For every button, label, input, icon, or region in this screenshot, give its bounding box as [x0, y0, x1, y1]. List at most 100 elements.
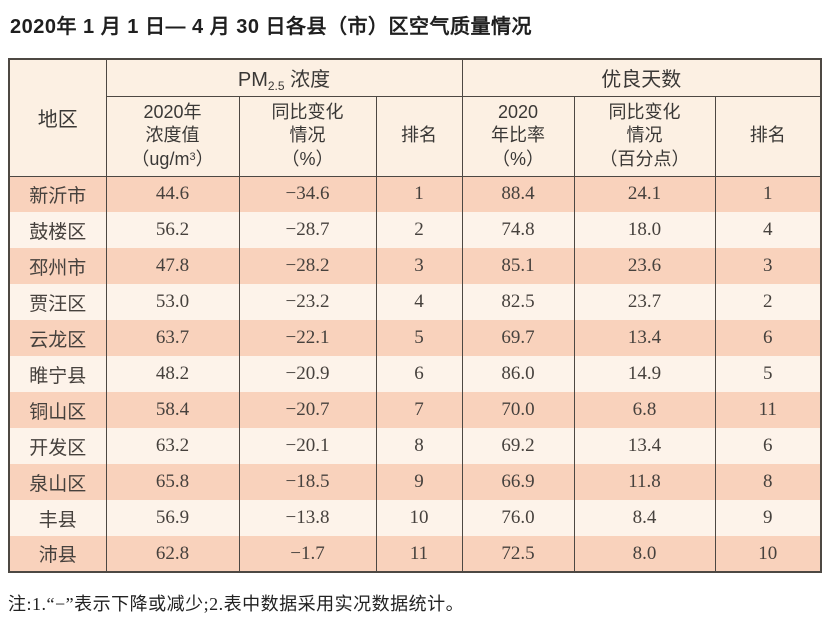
cell-pm-value: 63.7 [105, 320, 240, 356]
cell-region: 贾汪区 [8, 284, 107, 320]
cell-pm-rank: 6 [375, 356, 463, 392]
table-body: 新沂市 44.6 −34.6 1 88.4 24.1 1 鼓楼区 56.2 −2… [8, 176, 822, 572]
cell-days-ratio: 76.0 [461, 500, 575, 536]
table-row: 贾汪区 53.0 −23.2 4 82.5 23.7 2 [8, 284, 822, 320]
cell-pm-value: 53.0 [105, 284, 240, 320]
cell-days-change: 11.8 [573, 464, 716, 500]
cell-days-ratio: 72.5 [461, 536, 575, 572]
table-row: 开发区 63.2 −20.1 8 69.2 13.4 6 [8, 428, 822, 464]
cell-days-change: 23.6 [573, 248, 716, 284]
cell-pm-value: 48.2 [105, 356, 240, 392]
cell-region: 鼓楼区 [8, 212, 107, 248]
table-row: 泉山区 65.8 −18.5 9 66.9 11.8 8 [8, 464, 822, 500]
cell-pm-change: −34.6 [238, 176, 377, 212]
cell-pm-value: 65.8 [105, 464, 240, 500]
cell-days-rank: 3 [714, 248, 822, 284]
cell-days-rank: 6 [714, 428, 822, 464]
cell-pm-change: −28.7 [238, 212, 377, 248]
cell-days-change: 23.7 [573, 284, 716, 320]
cell-days-ratio: 74.8 [461, 212, 575, 248]
cell-days-ratio: 69.7 [461, 320, 575, 356]
header-pm-change: 同比变化 情况 （%） [238, 95, 377, 177]
cell-pm-value: 44.6 [105, 176, 240, 212]
cell-days-rank: 11 [714, 392, 822, 428]
cell-days-rank: 6 [714, 320, 822, 356]
cell-pm-value: 63.2 [105, 428, 240, 464]
cell-pm-change: −20.1 [238, 428, 377, 464]
cell-days-change: 8.0 [573, 536, 716, 572]
cell-pm-rank: 4 [375, 284, 463, 320]
cubic-superscript: 3 [189, 150, 196, 163]
header-pm-value: 2020年 浓度值 （ug/m3） [105, 95, 240, 177]
table-row: 鼓楼区 56.2 −28.7 2 74.8 18.0 4 [8, 212, 822, 248]
cell-pm-change: −28.2 [238, 248, 377, 284]
cell-days-change: 13.4 [573, 428, 716, 464]
table-row: 丰县 56.9 −13.8 10 76.0 8.4 9 [8, 500, 822, 536]
cell-pm-change: −13.8 [238, 500, 377, 536]
cell-region: 丰县 [8, 500, 107, 536]
cell-days-ratio: 66.9 [461, 464, 575, 500]
cell-region: 铜山区 [8, 392, 107, 428]
header-days-rank: 排名 [714, 95, 822, 177]
cell-pm-value: 56.2 [105, 212, 240, 248]
cell-pm-rank: 3 [375, 248, 463, 284]
page-title: 2020年 1 月 1 日— 4 月 30 日各县（市）区空气质量情况 [10, 16, 533, 38]
header-region: 地区 [8, 58, 107, 177]
cell-pm-rank: 11 [375, 536, 463, 572]
table-row: 沛县 62.8 −1.7 11 72.5 8.0 10 [8, 536, 822, 572]
cell-pm-value: 56.9 [105, 500, 240, 536]
cell-days-rank: 1 [714, 176, 822, 212]
cell-pm-rank: 10 [375, 500, 463, 536]
cell-pm-value: 62.8 [105, 536, 240, 572]
air-quality-table: 地区 PM2.5 浓度 优良天数 2020年 浓度值 （ug/m3） 同比变化 情况（… [8, 58, 823, 573]
table-header: 地区 PM2.5 浓度 优良天数 2020年 浓度值 （ug/m3） 同比变化 情况（… [8, 58, 822, 177]
cell-pm-change: −1.7 [238, 536, 377, 572]
cell-days-rank: 8 [714, 464, 822, 500]
cell-region: 新沂市 [8, 176, 107, 212]
cell-pm-value: 47.8 [105, 248, 240, 284]
cell-pm-change: −20.9 [238, 356, 377, 392]
cell-region: 睢宁县 [8, 356, 107, 392]
cell-days-ratio: 85.1 [461, 248, 575, 284]
header-days-change: 同比变化 情况 （百分点） [573, 95, 716, 177]
cell-days-rank: 4 [714, 212, 822, 248]
header-pm-rank: 排名 [375, 95, 463, 177]
cell-pm-change: −18.5 [238, 464, 377, 500]
table-row: 云龙区 63.7 −22.1 5 69.7 13.4 6 [8, 320, 822, 356]
cell-days-ratio: 86.0 [461, 356, 575, 392]
cell-days-change: 8.4 [573, 500, 716, 536]
cell-days-rank: 9 [714, 500, 822, 536]
footnote: 注:1.“−”表示下降或减少;2.表中数据采用实况数据统计。 [8, 594, 465, 614]
cell-days-rank: 5 [714, 356, 822, 392]
header-good-days-group: 优良天数 [461, 58, 822, 97]
cell-region: 泉山区 [8, 464, 107, 500]
cell-days-ratio: 82.5 [461, 284, 575, 320]
cell-region: 沛县 [8, 536, 107, 572]
cell-region: 邳州市 [8, 248, 107, 284]
cell-days-rank: 2 [714, 284, 822, 320]
cell-pm-rank: 7 [375, 392, 463, 428]
pm25-subscript: 2.5 [267, 78, 285, 93]
cell-days-change: 14.9 [573, 356, 716, 392]
table-row: 铜山区 58.4 −20.7 7 70.0 6.8 11 [8, 392, 822, 428]
cell-region: 云龙区 [8, 320, 107, 356]
cell-days-change: 13.4 [573, 320, 716, 356]
cell-pm-rank: 8 [375, 428, 463, 464]
header-pm25-group: PM2.5 浓度 [105, 58, 463, 97]
cell-days-change: 6.8 [573, 392, 716, 428]
cell-pm-rank: 9 [375, 464, 463, 500]
cell-pm-change: −23.2 [238, 284, 377, 320]
cell-days-change: 24.1 [573, 176, 716, 212]
cell-days-change: 18.0 [573, 212, 716, 248]
cell-pm-value: 58.4 [105, 392, 240, 428]
cell-region: 开发区 [8, 428, 107, 464]
cell-days-ratio: 69.2 [461, 428, 575, 464]
cell-pm-rank: 5 [375, 320, 463, 356]
table-row: 新沂市 44.6 −34.6 1 88.4 24.1 1 [8, 176, 822, 212]
table-row: 邳州市 47.8 −28.2 3 85.1 23.6 3 [8, 248, 822, 284]
header-days-ratio: 2020 年比率 （%） [461, 95, 575, 177]
cell-pm-change: −20.7 [238, 392, 377, 428]
table-row: 睢宁县 48.2 −20.9 6 86.0 14.9 5 [8, 356, 822, 392]
cell-days-ratio: 88.4 [461, 176, 575, 212]
cell-pm-change: −22.1 [238, 320, 377, 356]
